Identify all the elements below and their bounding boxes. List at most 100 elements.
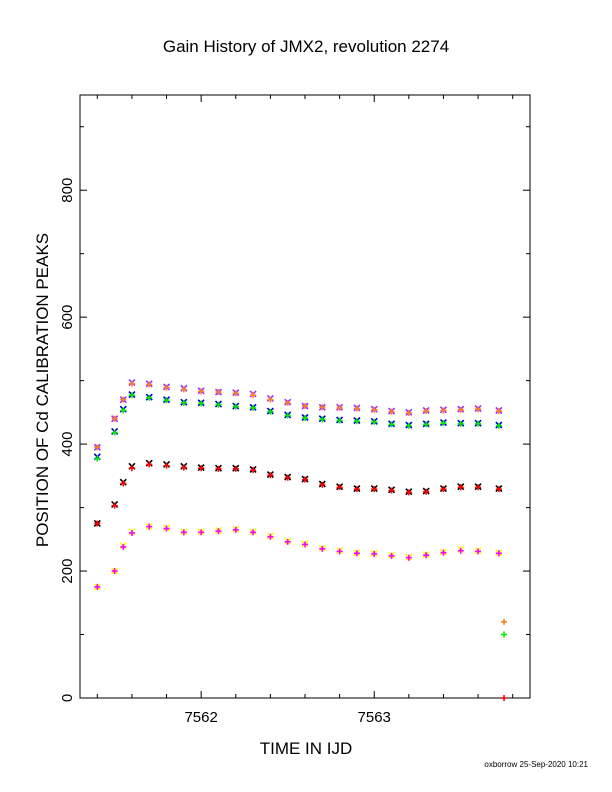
data-point [388,408,395,415]
series-0 [93,378,503,451]
data-point [163,397,170,404]
data-point [232,526,239,533]
data-point [267,472,274,479]
data-point [405,554,412,561]
x-axis-label: TIME IN IJD [260,739,353,758]
axis-ticks: 0 200 400 600 800 7562 7563 [59,95,530,726]
data-point [302,541,308,548]
data-point [94,583,101,590]
data-point [163,384,170,391]
series-3 [94,392,508,638]
data-point [128,529,135,536]
data-point [319,481,326,488]
data-point [371,550,378,557]
data-point [501,631,508,638]
data-point [180,386,187,393]
data-point [120,543,127,550]
data-point [146,394,153,401]
data-point [371,406,378,413]
data-point [302,403,308,410]
data-point [353,486,360,493]
data-point [353,550,360,557]
data-point [353,405,360,412]
data-point [111,568,118,575]
y-tick-label: 800 [59,178,76,203]
data-point [353,418,360,425]
data-point [111,415,118,422]
data-point [405,410,412,417]
data-point [371,418,378,425]
chart-title: Gain History of JMX2, revolution 2274 [163,37,449,56]
y-tick-label: 600 [59,305,76,330]
data-point [128,392,135,399]
data-point [319,416,326,423]
data-point [388,552,395,559]
data-point [267,533,274,540]
data-point [319,545,326,552]
data-point [336,484,343,491]
data-point [128,380,135,387]
data-point [94,455,101,462]
data-point [405,422,412,429]
data-point [336,417,343,424]
data-point [302,476,308,483]
data-point [388,487,395,494]
data-point [423,421,430,428]
data-point [475,420,482,427]
data-point [215,389,222,396]
data-point [94,520,101,527]
data-points [93,378,508,701]
data-point [250,392,257,399]
data-point [198,388,205,395]
data-point [457,547,464,554]
data-point [284,538,291,545]
x-tick-label: 7563 [358,709,391,726]
data-point [120,396,127,403]
data-point [111,429,118,436]
data-point [423,408,430,415]
data-point [440,486,447,493]
data-point [405,489,412,496]
data-point [163,525,170,532]
data-point [146,461,153,468]
data-point [440,420,447,427]
data-point [163,462,170,469]
data-point [302,415,308,422]
data-point [440,549,447,556]
data-point [232,465,239,472]
data-point [284,399,291,406]
data-point [146,523,153,530]
series-1 [93,391,503,461]
data-point [336,404,343,411]
data-point [120,407,127,414]
y-tick-label: 0 [59,694,76,702]
data-point [457,406,464,413]
series-7 [94,523,502,590]
data-point [336,548,343,555]
data-point [215,401,222,408]
data-point [128,465,135,472]
y-axis-label: POSITION OF Cd CALIBRATION PEAKS [33,233,52,547]
data-point [495,422,502,429]
data-point [232,390,239,397]
data-point [319,404,326,411]
data-point [250,467,257,474]
series-6 [93,523,503,591]
x-tick-label: 7562 [184,709,217,726]
data-point [423,552,430,559]
data-point [501,695,508,701]
data-point [198,400,205,407]
data-point [267,408,274,415]
data-point [250,529,257,536]
data-point [495,408,502,415]
data-point [475,484,482,491]
data-point [495,486,502,493]
data-point [120,480,127,487]
series-4 [93,459,503,528]
data-point [215,465,222,472]
data-point [180,529,187,536]
data-point [388,421,395,428]
data-point [146,381,153,388]
footer-timestamp: oxborrow 25-Sep-2020 10:21 [484,760,588,769]
